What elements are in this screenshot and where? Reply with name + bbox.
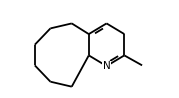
Text: N: N <box>103 61 110 71</box>
